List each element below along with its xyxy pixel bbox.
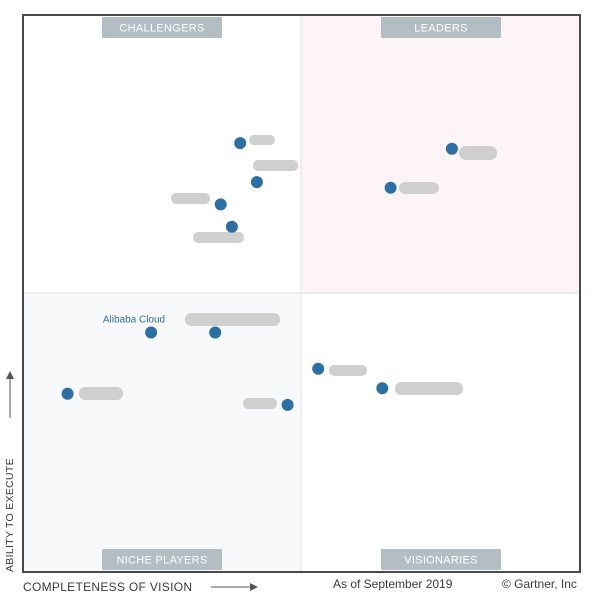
quadrant-visionaries-bg bbox=[301, 293, 580, 572]
vendor-point bbox=[250, 176, 263, 189]
quadrant-challengers-bg bbox=[23, 15, 301, 293]
x-axis-arrow bbox=[211, 583, 258, 591]
quadrant-label-niche-bg bbox=[102, 549, 222, 570]
quadrant-label-challengers-bg bbox=[102, 17, 222, 38]
vendor-label: Alibaba Cloud bbox=[103, 315, 165, 326]
vendor-point bbox=[312, 362, 325, 375]
quadrant-label-challengers: CHALLENGERS bbox=[102, 17, 222, 38]
redacted-labels bbox=[79, 135, 497, 409]
vendor-point bbox=[225, 220, 238, 233]
y-axis-arrow bbox=[6, 371, 14, 418]
redacted-label bbox=[193, 232, 244, 243]
vendor-point bbox=[209, 326, 222, 339]
redacted-label bbox=[395, 382, 463, 395]
vendor-point bbox=[234, 137, 247, 150]
quadrant-label-leaders-text: LEADERS bbox=[414, 23, 467, 35]
redacted-label bbox=[171, 193, 210, 204]
vendor-point bbox=[214, 198, 227, 211]
quadrant-label-challengers-text: CHALLENGERS bbox=[119, 23, 204, 35]
vendor-point bbox=[445, 142, 458, 155]
copyright-credit: © Gartner, Inc bbox=[502, 577, 577, 591]
redacted-label bbox=[253, 160, 298, 171]
quadrant-label-leaders: LEADERS bbox=[381, 17, 501, 38]
redacted-label bbox=[329, 365, 367, 376]
x-axis-label: COMPLETENESS OF VISION bbox=[23, 580, 192, 594]
quadrant-label-visionaries-bg bbox=[381, 549, 501, 570]
vendor-point bbox=[61, 387, 74, 400]
vendor-point bbox=[145, 326, 158, 339]
redacted-label bbox=[185, 313, 280, 326]
quadrant-label-visionaries-text: VISIONARIES bbox=[404, 555, 478, 567]
redacted-label bbox=[459, 146, 497, 160]
vendor-point bbox=[281, 398, 294, 411]
quadrant-label-niche: NICHE PLAYERS bbox=[102, 549, 222, 570]
as-of-date: As of September 2019 bbox=[333, 577, 453, 591]
y-axis-label: ABILITY TO EXECUTE bbox=[4, 458, 16, 572]
quadrant-leaders-bg bbox=[301, 15, 580, 293]
redacted-label bbox=[243, 398, 277, 409]
redacted-label bbox=[249, 135, 275, 145]
redacted-label bbox=[399, 182, 439, 194]
quadrant-label-leaders-bg bbox=[381, 17, 501, 38]
chart-frame bbox=[22, 14, 581, 573]
vendor-point bbox=[376, 382, 389, 395]
quadrant-label-niche-text: NICHE PLAYERS bbox=[116, 555, 207, 567]
quadrant-niche-bg bbox=[23, 293, 301, 572]
vendor-point bbox=[384, 181, 397, 194]
data-points bbox=[61, 137, 458, 411]
quadrant-label-visionaries: VISIONARIES bbox=[381, 549, 501, 570]
vendor-labels: Alibaba Cloud bbox=[103, 315, 165, 326]
redacted-label bbox=[79, 387, 123, 400]
